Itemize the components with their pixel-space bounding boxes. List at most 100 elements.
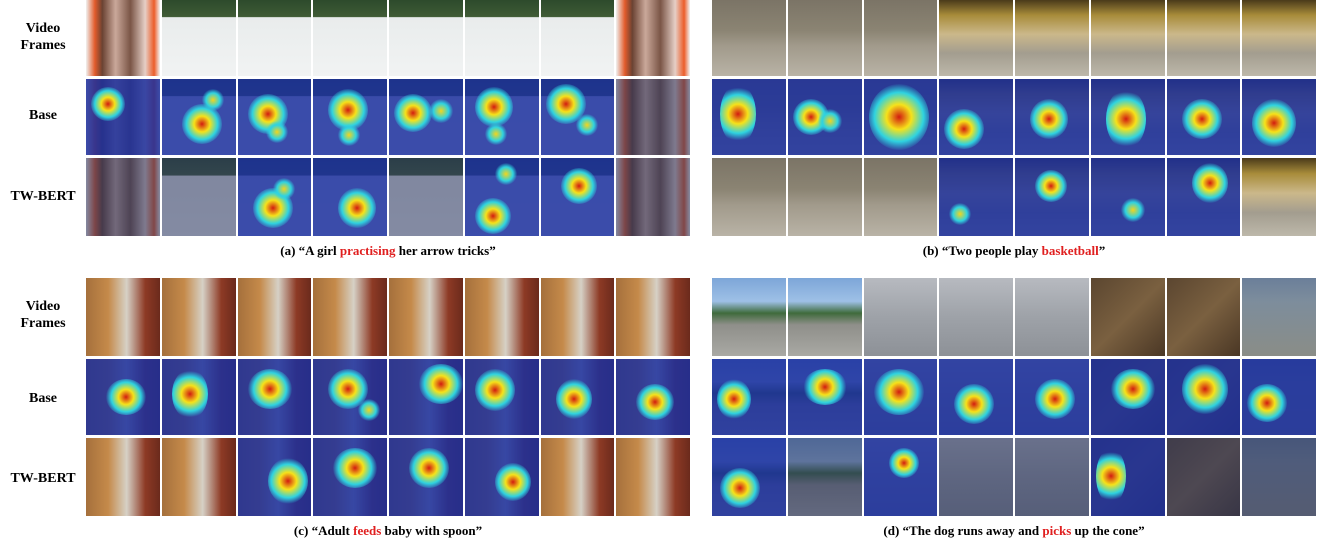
- caption-highlight: picks: [1042, 523, 1072, 538]
- row-label-tw-bert: TW-BERT: [0, 158, 86, 234]
- caption-d: (d) “The dog runs away and picks up the …: [712, 523, 1316, 539]
- video-frame: [464, 278, 539, 356]
- heatmap-frame: [313, 158, 387, 236]
- panel-d: (d) “The dog runs away and picks up the …: [712, 278, 1316, 545]
- heatmap-frame: [1090, 438, 1165, 516]
- video-frame: [86, 0, 160, 76]
- video-frame: [616, 278, 690, 356]
- heatmap-frame: [712, 359, 786, 435]
- heatmap-frame: [1015, 158, 1089, 236]
- heatmap-frame: [1090, 158, 1165, 236]
- heatmap-frame: [1090, 359, 1165, 435]
- video-frame: [712, 278, 786, 356]
- frames-row-video: [86, 278, 690, 356]
- frames-row-video: [712, 0, 1316, 76]
- frames-row-video: [712, 278, 1316, 356]
- heatmap-frame: [464, 79, 539, 155]
- heatmap-frame: [1015, 438, 1089, 516]
- row-label-base: Base: [0, 78, 86, 152]
- heatmap-frame: [313, 438, 387, 516]
- heatmap-frame: [313, 79, 387, 155]
- heatmap-frame: [939, 79, 1013, 155]
- heatmap-frame: [1166, 158, 1241, 236]
- frames-row-tw-bert: [712, 158, 1316, 236]
- heatmap-frame: [787, 158, 862, 236]
- heatmap-frame: [161, 158, 236, 236]
- video-frame: [939, 278, 1013, 356]
- panel-c: Video Frames Base TW-BERT (c) “Adult fee…: [0, 278, 690, 545]
- row-label-text: Video Frames: [20, 21, 66, 53]
- heatmap-frame: [939, 438, 1013, 516]
- video-frame: [389, 0, 463, 76]
- heatmap-frame: [616, 79, 690, 155]
- row-label-text: TW-BERT: [10, 188, 76, 204]
- video-frame: [787, 0, 862, 76]
- heatmap-frame: [1242, 158, 1316, 236]
- heatmap-frame: [540, 359, 615, 435]
- frames-row-base: [86, 359, 690, 435]
- heatmap-frame: [616, 359, 690, 435]
- heatmap-frame: [237, 359, 312, 435]
- heatmap-frame: [237, 438, 312, 516]
- heatmap-frame: [464, 359, 539, 435]
- heatmap-frame: [1242, 359, 1316, 435]
- heatmap-frame: [313, 359, 387, 435]
- heatmap-frame: [939, 359, 1013, 435]
- heatmap-frame: [540, 158, 615, 236]
- heatmap-frame: [863, 79, 938, 155]
- panel-b: (b) “Two people play basketball”: [712, 0, 1316, 265]
- row-label-tw-bert: TW-BERT: [0, 440, 86, 516]
- heatmap-frame: [464, 158, 539, 236]
- caption-a: (a) “A girl practising her arrow tricks”: [86, 243, 690, 259]
- caption-suffix: baby with spoon”: [381, 523, 483, 538]
- video-frame: [237, 0, 312, 76]
- heatmap-frame: [389, 359, 463, 435]
- heatmap-frame: [1166, 79, 1241, 155]
- video-frame: [1090, 0, 1165, 76]
- heatmap-frame: [86, 438, 160, 516]
- frames-row-tw-bert: [712, 438, 1316, 516]
- caption-prefix: (a) “A girl: [280, 243, 340, 258]
- row-label-text: Base: [29, 107, 57, 123]
- caption-suffix: up the cone”: [1071, 523, 1145, 538]
- panel-a: Video Frames Base TW-BERT (a) “A girl pr…: [0, 0, 690, 265]
- heatmap-frame: [1015, 359, 1089, 435]
- caption-prefix: (c) “Adult: [293, 523, 354, 538]
- heatmap-frame: [1166, 359, 1241, 435]
- heatmap-frame: [712, 438, 786, 516]
- video-frame: [1242, 278, 1316, 356]
- caption-prefix: (d) “The dog runs away and: [883, 523, 1043, 538]
- frames-row-base: [712, 79, 1316, 155]
- video-frame: [863, 278, 938, 356]
- heatmap-frame: [787, 79, 862, 155]
- row-label-text: Video Frames: [20, 299, 66, 331]
- video-frame: [1090, 278, 1165, 356]
- caption-suffix: ”: [1098, 243, 1106, 258]
- frames-row-tw-bert: [86, 438, 690, 516]
- video-frame: [1166, 0, 1241, 76]
- video-frame: [1166, 278, 1241, 356]
- heatmap-frame: [787, 359, 862, 435]
- heatmap-frame: [389, 438, 463, 516]
- caption-highlight: feeds: [353, 523, 382, 538]
- video-frame: [313, 0, 387, 76]
- heatmap-frame: [712, 158, 786, 236]
- video-frame: [1015, 0, 1089, 76]
- video-frame: [86, 278, 160, 356]
- heatmap-frame: [712, 79, 786, 155]
- heatmap-frame: [86, 158, 160, 236]
- heatmap-frame: [389, 158, 463, 236]
- video-frame: [237, 278, 312, 356]
- video-frame: [1242, 0, 1316, 76]
- video-frame: [939, 0, 1013, 76]
- row-label-base: Base: [0, 360, 86, 436]
- heatmap-frame: [1015, 79, 1089, 155]
- video-frame: [712, 0, 786, 76]
- heatmap-frame: [161, 359, 236, 435]
- heatmap-frame: [389, 79, 463, 155]
- row-label-video-frames: Video Frames: [0, 278, 86, 352]
- heatmap-frame: [863, 158, 938, 236]
- heatmap-frame: [540, 79, 615, 155]
- frames-row-base: [86, 79, 690, 155]
- heatmap-frame: [86, 359, 160, 435]
